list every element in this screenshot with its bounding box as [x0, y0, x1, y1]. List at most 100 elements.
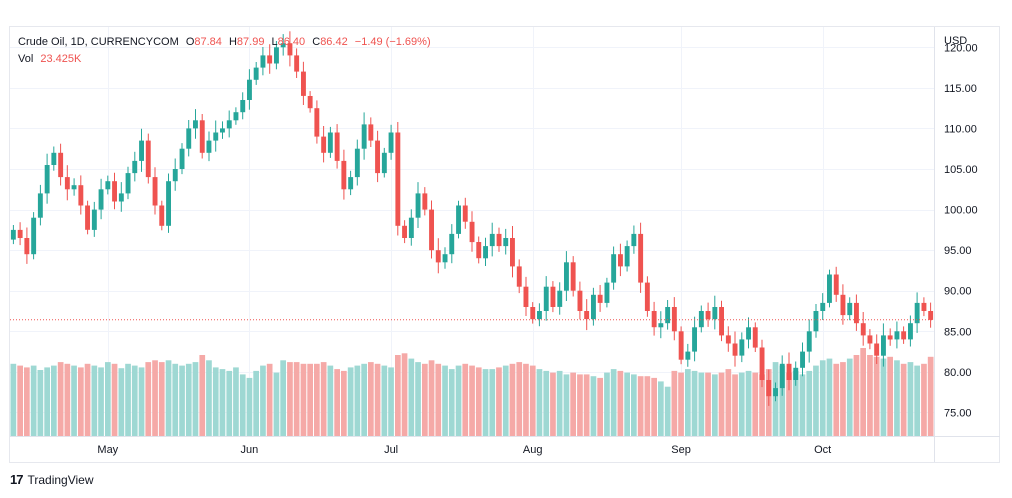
candle-body [692, 327, 697, 352]
candle-body [476, 242, 482, 259]
candle-body [213, 132, 219, 141]
candle-body [415, 193, 421, 218]
candle-body [523, 286, 529, 307]
candle-body [550, 286, 556, 307]
candle-body [833, 274, 839, 295]
volume-bar [131, 365, 138, 436]
volume-bar [698, 372, 705, 436]
candle-body [334, 132, 340, 161]
tradingview-logo-icon: 17 [10, 472, 24, 487]
volume-bar [428, 360, 435, 436]
volume-bar [502, 365, 509, 436]
volume-bar [685, 369, 691, 436]
volume-bar [577, 374, 583, 436]
candle-body [921, 302, 927, 311]
candle-body [496, 233, 502, 247]
volume-bar [813, 365, 819, 436]
price-tick-label: 110.00 [944, 123, 977, 135]
time-tick-label: Oct [814, 444, 831, 456]
candle-body [820, 302, 826, 311]
candle-body [698, 311, 704, 328]
candle-body [537, 311, 542, 320]
candle-body [847, 302, 853, 316]
time-tick-label: Jul [384, 444, 398, 456]
volume-bar [516, 362, 523, 436]
candle-body [773, 388, 778, 397]
volume-bar [199, 355, 206, 436]
volume-bar [448, 369, 455, 436]
candle-body [658, 323, 664, 328]
candle-body [489, 233, 495, 247]
legend-symbol: Crude Oil, 1D, CURRENCYCOM [18, 36, 179, 48]
candle-body [611, 254, 617, 283]
volume-bar [84, 363, 91, 436]
volume-bar [806, 370, 813, 436]
volume-bar [691, 370, 698, 436]
volume-bar [300, 363, 307, 436]
candle-body [793, 367, 799, 380]
legend-close-value: 86.42 [320, 36, 348, 48]
price-tick-label: 120.00 [944, 42, 978, 54]
volume-bar [840, 362, 846, 436]
volume-bar [523, 363, 529, 436]
candle-body [152, 177, 158, 206]
volume-bar [880, 358, 887, 436]
candle-body [638, 233, 644, 283]
volume-bar [894, 360, 900, 436]
price-tick-label: 95.00 [944, 245, 972, 257]
candle-body [199, 120, 205, 153]
volume-bar [165, 360, 172, 436]
time-tick-label: Jun [241, 444, 259, 456]
volume-bar [341, 370, 347, 436]
volume-bar [496, 367, 502, 436]
volume-bar [462, 363, 469, 436]
volume-bar [509, 363, 516, 436]
volume-bar [745, 370, 752, 436]
volume-bar [712, 374, 718, 436]
candle-body [678, 331, 684, 360]
volume-legend: Vol 23.425K [18, 53, 81, 65]
candle-body [125, 173, 131, 194]
candle-body [91, 209, 97, 230]
volume-bar [354, 365, 361, 436]
legend-open-label: O [185, 36, 195, 48]
volume-bar [273, 372, 280, 436]
candle-body [10, 229, 16, 240]
candle-body [31, 217, 37, 255]
candle-body [665, 307, 671, 324]
volume-bar [24, 367, 30, 436]
volume-bar [927, 356, 934, 436]
volume-bar [287, 362, 293, 436]
candle-body [233, 112, 239, 121]
candle-body [516, 266, 522, 287]
volume-bar [664, 386, 671, 436]
volume-bar [361, 363, 367, 436]
candle-body [139, 140, 144, 161]
volume-bar [435, 363, 442, 436]
volume-bar [914, 365, 920, 436]
volume-bar [17, 365, 23, 436]
candle-body [78, 185, 84, 206]
volume-bar [887, 356, 893, 436]
volume-bar [604, 372, 610, 436]
candle-body [314, 108, 320, 137]
time-tick-label: Aug [523, 444, 543, 456]
candle-body [739, 339, 745, 356]
volume-bar [590, 376, 597, 436]
volume-bar [327, 365, 334, 436]
candle-body [462, 205, 468, 222]
tradingview-brand[interactable]: 17 TradingView [10, 472, 94, 487]
candle-body [112, 181, 117, 202]
candle-body [301, 71, 306, 96]
legend-low-value: 86.40 [277, 36, 306, 48]
candle-body [402, 225, 407, 238]
candle-body [429, 209, 434, 251]
volume-bar [900, 363, 907, 436]
volume-bar [563, 374, 570, 436]
volume-bar [307, 363, 313, 436]
candle-body [381, 152, 387, 174]
volume-bar [239, 374, 246, 436]
candle-body [24, 238, 30, 255]
candle-body [280, 43, 286, 48]
